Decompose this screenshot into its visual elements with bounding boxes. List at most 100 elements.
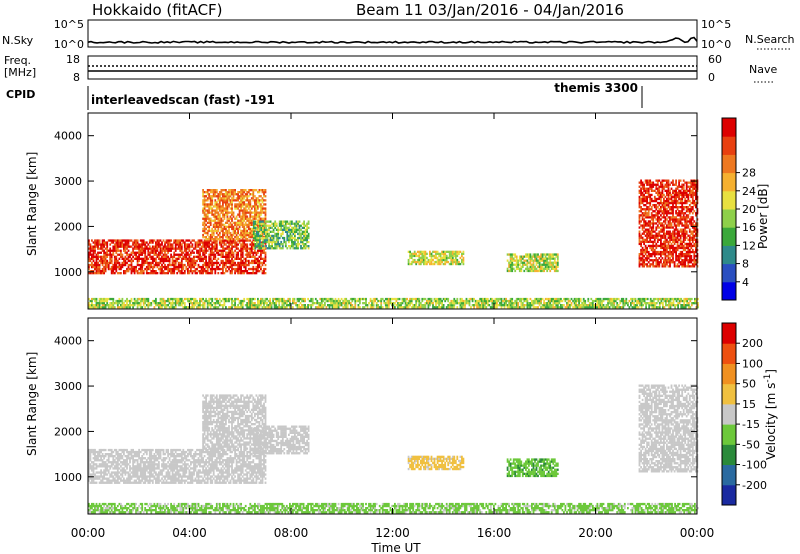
heatmap-cell [138, 257, 140, 260]
heatmap-cell [202, 297, 204, 301]
heatmap-cell [653, 248, 656, 252]
heatmap-cell [244, 233, 247, 237]
heatmap-cell [389, 302, 392, 305]
heatmap-cell [263, 195, 265, 198]
heatmap-cell [170, 245, 172, 248]
heatmap-cell [226, 238, 229, 241]
heatmap-cell [170, 267, 172, 271]
heatmap-cell [190, 259, 192, 263]
heatmap-cell [265, 228, 267, 231]
heatmap-cell [220, 211, 223, 214]
heatmap-cell [217, 223, 220, 226]
heatmap-cell [649, 304, 652, 307]
heatmap-cell [277, 234, 280, 238]
heatmap-cell [281, 220, 284, 223]
heatmap-cell [263, 247, 266, 250]
heatmap-cell [223, 195, 226, 198]
heatmap-cell [336, 302, 338, 305]
heatmap-cell [135, 299, 137, 303]
heatmap-cell [237, 238, 239, 241]
heatmap-cell [115, 270, 118, 273]
heatmap-cell [106, 251, 109, 254]
heatmap-cell [646, 183, 648, 186]
heatmap-cell [179, 261, 182, 265]
heatmap-cell [438, 252, 440, 255]
heatmap-cell [294, 230, 296, 233]
heatmap-cell [650, 236, 653, 239]
heatmap-cell [255, 211, 258, 214]
heatmap-cell [206, 265, 209, 269]
heatmap-cell [482, 304, 485, 307]
heatmap-cell [453, 260, 456, 264]
heatmap-cell [297, 220, 299, 223]
heatmap-cell [638, 181, 641, 184]
heatmap-cell [683, 297, 686, 301]
heatmap-cell [640, 181, 642, 184]
heatmap-cell [307, 297, 309, 301]
heatmap-cell [383, 302, 386, 305]
heatmap-cell [641, 214, 644, 217]
heatmap-cell [231, 219, 233, 222]
heatmap-cell [650, 212, 653, 215]
heatmap-cell [459, 262, 462, 266]
heatmap-cell [241, 205, 244, 208]
heatmap-cell [661, 244, 664, 248]
heatmap-cell [252, 302, 255, 305]
heatmap-cell [255, 203, 258, 206]
heatmap-cell [144, 253, 147, 256]
heatmap-cell [467, 302, 469, 305]
heatmap-cell [229, 259, 232, 263]
heatmap-cell [165, 259, 168, 263]
heatmap-cell [225, 231, 227, 235]
heatmap-cell [247, 263, 250, 267]
heatmap-cell [106, 263, 109, 267]
heatmap-cell [212, 263, 215, 267]
heatmap-cell [103, 255, 105, 258]
heatmap-cell [187, 272, 189, 275]
heatmap-cell [300, 232, 302, 236]
heatmap-cell [298, 228, 301, 231]
heatmap-cell [514, 299, 517, 303]
heatmap-cell [461, 258, 463, 262]
heatmap-cell [644, 210, 647, 213]
heatmap-cell [445, 297, 448, 301]
heatmap-cell [205, 203, 207, 206]
heatmap-cell [222, 219, 224, 222]
heatmap-cell [126, 261, 128, 265]
heatmap-cell [445, 250, 448, 253]
heatmap-cell [237, 306, 239, 309]
heatmap-cell [578, 306, 580, 309]
heatmap-cell [145, 247, 148, 250]
heatmap-cell [222, 270, 224, 273]
heatmap-cell [277, 240, 280, 244]
heatmap-cell [260, 234, 263, 238]
heatmap-cell [153, 239, 156, 242]
heatmap-cell [136, 263, 139, 267]
heatmap-cell [384, 302, 387, 305]
heatmap-cell [254, 238, 257, 242]
heatmap-cell [529, 257, 532, 260]
heatmap-cell [266, 306, 268, 309]
heatmap-cell [433, 260, 436, 264]
heatmap-cell [518, 297, 521, 301]
heatmap-cell [304, 297, 306, 301]
heatmap-cell [179, 265, 182, 269]
heatmap-cell [107, 239, 110, 242]
heatmap-cell [202, 199, 204, 202]
heatmap-cell [173, 239, 176, 242]
heatmap-cell [240, 223, 242, 226]
heatmap-cell [222, 245, 224, 248]
heatmap-cell [483, 299, 486, 303]
heatmap-cell [220, 245, 223, 248]
heatmap-cell [88, 265, 90, 269]
heatmap-cell [663, 220, 665, 223]
heatmap-cell [116, 239, 119, 242]
heatmap-cell [661, 263, 664, 266]
heatmap-cell [509, 253, 512, 256]
heatmap-cell [241, 233, 244, 237]
heatmap-cell [206, 189, 209, 192]
heatmap-cell [98, 304, 101, 307]
heatmap-cell [250, 245, 253, 248]
cpid-segment-1: interleavedscan (fast) -191 [91, 93, 275, 107]
heatmap-cell [153, 257, 156, 260]
